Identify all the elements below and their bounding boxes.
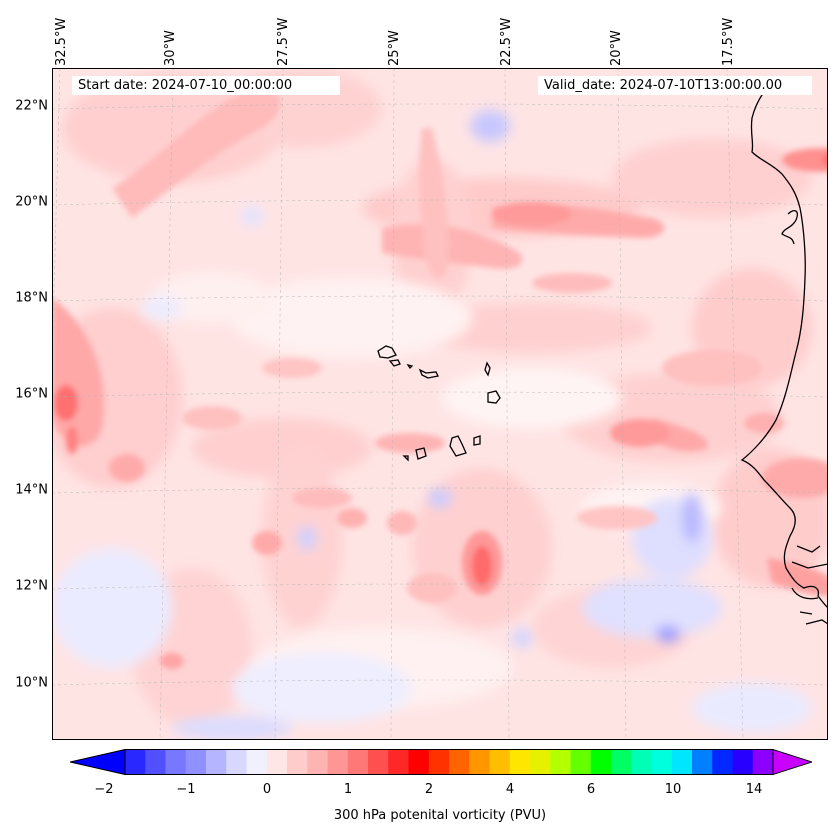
lat-label: 20°N [15, 194, 48, 210]
colorbar-tick: 1 [343, 782, 353, 797]
lon-label: 30°W [163, 30, 178, 66]
pv-field-negative [52, 110, 812, 740]
colorbar-cell [388, 749, 409, 775]
lon-label: 22.5°W [499, 17, 514, 66]
lat-label: 22°N [15, 98, 48, 114]
colorbar-cell [590, 749, 612, 775]
colorbar-cell [631, 749, 652, 775]
map-panel [52, 68, 828, 740]
colorbar-tick: 2 [424, 782, 434, 797]
colorbar-tick: 14 [745, 782, 763, 797]
pv-field-positive [52, 87, 828, 669]
colorbar-cell [509, 749, 531, 775]
colorbar-cell [347, 749, 369, 775]
colorbar-cell [530, 749, 551, 775]
lon-label: 25°W [387, 30, 402, 66]
colorbar-cell [550, 749, 571, 775]
colorbar-cell [671, 749, 693, 775]
colorbar-cell [408, 749, 430, 775]
colorbar-tick: 4 [505, 782, 515, 797]
graticule [52, 68, 828, 740]
colorbar-tick: 6 [586, 782, 596, 797]
lat-label: 16°N [15, 386, 48, 402]
colorbar-cell [185, 749, 207, 775]
colorbar-tick: −1 [176, 782, 196, 797]
colorbar-cell [712, 749, 733, 775]
colorbar-extend-min [70, 748, 126, 776]
start-date-label: Start date: 2024-07-10_00:00:00 [72, 76, 340, 95]
lat-label: 18°N [15, 290, 48, 306]
coastline [740, 79, 828, 625]
colorbar-cell [489, 749, 511, 775]
colorbar-tick: 0 [262, 782, 272, 797]
colorbar-cell [428, 749, 450, 775]
valid-date-label: Valid_date: 2024-07-10T13:00:00.00 [538, 76, 812, 95]
colorbar-cell [732, 749, 754, 775]
colorbar-cell [206, 749, 227, 775]
lon-label: 20°W [609, 30, 624, 66]
colorbar-cell [266, 749, 288, 775]
colorbar-tick: 10 [664, 782, 682, 797]
colorbar-cell [752, 749, 774, 775]
colorbar-cell [651, 749, 673, 775]
colorbar-tick: −2 [94, 782, 114, 797]
colorbar-cell [287, 749, 308, 775]
colorbar-cell [327, 749, 349, 775]
lat-label: 12°N [15, 578, 48, 594]
colorbar-cell [611, 749, 632, 775]
colorbar-cell [226, 749, 247, 775]
lat-label: 14°N [15, 482, 48, 498]
colorbar-cell [692, 749, 713, 775]
colorbar-cell [307, 749, 328, 775]
colorbar-cell [449, 749, 470, 775]
colorbar-cell [570, 749, 592, 775]
cape-verde-islands [377, 345, 501, 462]
colorbar-cell [165, 749, 187, 775]
lon-label: 32.5°W [54, 17, 69, 66]
colorbar-cell [246, 749, 268, 775]
colorbar [70, 748, 812, 776]
colorbar-extend-max [772, 748, 812, 776]
colorbar-cell [125, 749, 146, 775]
lat-label: 10°N [15, 675, 48, 691]
colorbar-cell [145, 749, 166, 775]
colorbar-label: 300 hPa potenital vorticity (PVU) [333, 808, 547, 823]
colorbar-cell [368, 749, 389, 775]
lon-label: 27.5°W [276, 17, 291, 66]
colorbar-cell [469, 749, 490, 775]
lon-label: 17.5°W [721, 17, 736, 66]
